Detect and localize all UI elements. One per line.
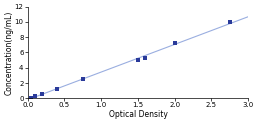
Y-axis label: Concentration(ng/mL): Concentration(ng/mL) bbox=[4, 10, 13, 95]
Point bbox=[33, 95, 37, 97]
Point bbox=[173, 42, 177, 44]
Point bbox=[143, 57, 147, 59]
Point bbox=[55, 88, 59, 90]
X-axis label: Optical Density: Optical Density bbox=[109, 110, 167, 119]
Point bbox=[81, 78, 85, 80]
Point bbox=[228, 21, 232, 23]
Point bbox=[136, 59, 140, 61]
Point bbox=[29, 97, 34, 99]
Point bbox=[40, 93, 44, 95]
